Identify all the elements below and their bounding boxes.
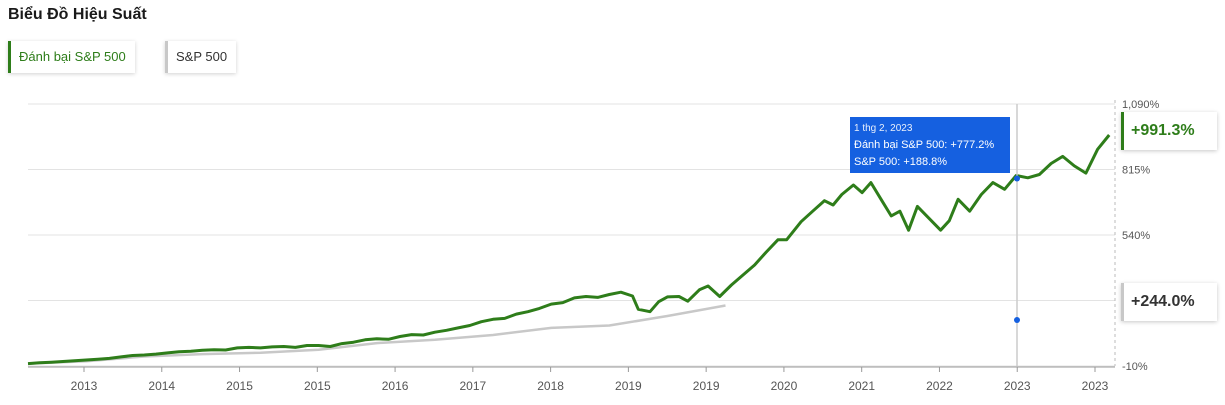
legend-label: S&P 500 (176, 49, 228, 64)
legend-label: Đánh bại S&P 500 (19, 49, 126, 64)
x-tick-label: 2013 (71, 379, 98, 393)
x-tick-label: 2017 (459, 379, 486, 393)
x-tick-label: 2014 (148, 379, 175, 393)
crosshair-point-sp (1014, 317, 1020, 323)
badge-value: +244.0% (1131, 293, 1195, 310)
x-tick-label: 2019 (693, 379, 720, 393)
y-tick-label: 1,090% (1122, 99, 1160, 111)
sp500-return-badge: +244.0% (1121, 283, 1217, 321)
tooltip-sp-value: S&P 500: +188.8% (854, 156, 948, 168)
x-tick-label: 2015 (226, 379, 253, 393)
legend-sp500-button[interactable]: S&P 500 (165, 41, 237, 73)
x-tick-label: 2019 (615, 379, 642, 393)
x-tick-label: 2020 (771, 379, 798, 393)
y-tick-label: 815% (1122, 165, 1150, 177)
x-tick-label: 2015 (304, 379, 331, 393)
x-tick-label: 2023 (1082, 379, 1109, 393)
legend-color-bar (8, 41, 11, 73)
x-tick-label: 2021 (848, 379, 875, 393)
x-tick-label: 2022 (926, 379, 953, 393)
crosshair-point-beat (1014, 175, 1020, 182)
legend-color-bar (165, 41, 168, 73)
x-tick-label: 2016 (382, 379, 409, 393)
badge-value: +991.3% (1131, 122, 1195, 139)
chart-title: Biểu Đồ Hiệu Suất (8, 6, 147, 23)
y-tick-label: -10% (1122, 361, 1148, 373)
x-tick-label: 2023 (1004, 379, 1031, 393)
tooltip-date: 1 thg 2, 2023 (854, 123, 913, 134)
y-tick-label: 540% (1122, 230, 1150, 242)
chart-tooltip: 1 thg 2, 2023 Đánh bại S&P 500: +777.2% … (850, 117, 1010, 173)
tooltip-beat-value: Đánh bại S&P 500: +777.2% (854, 139, 995, 151)
legend-beat-sp500-button[interactable]: Đánh bại S&P 500 (8, 41, 135, 73)
badge-color-bar (1121, 112, 1124, 150)
x-tick-label: 2018 (537, 379, 564, 393)
beat-sp500-line (27, 134, 1111, 366)
beat-sp500-return-badge: +991.3% (1121, 112, 1217, 150)
badge-color-bar (1121, 283, 1124, 321)
